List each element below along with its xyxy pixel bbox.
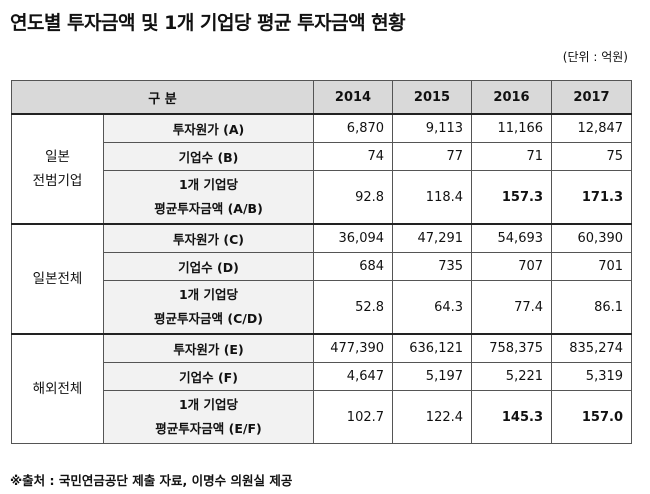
- table-row: 1개 기업당 평균투자금액 (A/B) 92.8 118.4 157.3 171…: [12, 170, 633, 225]
- table-cell: 118.4: [392, 170, 473, 225]
- table-cell: 636,121: [392, 333, 473, 363]
- table-cell: 157.0: [551, 390, 633, 444]
- table-cell: 71: [471, 142, 553, 171]
- group-label-line: 전범기업: [32, 173, 83, 189]
- group-label: 일본전체: [11, 223, 104, 335]
- table-header-row: 구 분 2014 2015 2016 2017: [10, 80, 633, 115]
- table-cell: 64.3: [392, 280, 473, 335]
- table-cell: 171.3: [551, 170, 633, 225]
- table-cell: 477,390: [313, 333, 394, 363]
- table-cell: 92.8: [313, 170, 394, 225]
- table-cell: 86.1: [551, 280, 633, 335]
- page-title: 연도별 투자금액 및 1개 기업당 평균 투자금액 현황: [10, 12, 406, 34]
- header-year: 2016: [471, 80, 553, 115]
- table-cell: 157.3: [471, 170, 553, 225]
- row-label-line: 1개 기업당: [178, 177, 239, 192]
- row-label-line: 평균투자금액 (C/D): [154, 311, 263, 326]
- table-cell: 54,693: [471, 223, 553, 253]
- table-cell: 758,375: [471, 333, 553, 363]
- table-cell: 9,113: [392, 113, 473, 143]
- row-label: 1개 기업당 평균투자금액 (E/F): [102, 390, 315, 444]
- table-cell: 60,390: [551, 223, 633, 253]
- table-cell: 12,847: [551, 113, 633, 143]
- unit-note: (단위 : 억원): [562, 50, 628, 64]
- header-category: 구 분: [10, 80, 315, 115]
- table-cell: 74: [313, 142, 394, 171]
- table-cell: 735: [392, 252, 473, 281]
- row-label: 기업수 (D): [102, 252, 315, 281]
- table-row: 기업수 (F) 4,647 5,197 5,221 5,319: [12, 362, 633, 391]
- row-label: 1개 기업당 평균투자금액 (C/D): [102, 280, 315, 335]
- table-row: 1개 기업당 평균투자금액 (E/F) 102.7 122.4 145.3 15…: [12, 390, 633, 444]
- table-cell: 5,221: [471, 362, 553, 391]
- row-label: 기업수 (B): [102, 142, 315, 171]
- group-label: 일본 전범기업: [11, 113, 104, 225]
- table-cell: 47,291: [392, 223, 473, 253]
- table-cell: 36,094: [313, 223, 394, 253]
- row-label: 기업수 (F): [102, 362, 315, 391]
- header-year: 2014: [313, 80, 394, 115]
- row-label: 투자원가 (C): [102, 223, 315, 253]
- table-row: 기업수 (D) 684 735 707 701: [12, 252, 633, 281]
- table-row: 일본 전범기업 투자원가 (A) 6,870 9,113 11,166 12,8…: [11, 113, 633, 225]
- investment-table: 구 분 2014 2015 2016 2017 일본 전범기업 투자원가 (A)…: [10, 80, 633, 444]
- row-label-line: 1개 기업당: [178, 287, 239, 302]
- table-cell: 77: [392, 142, 473, 171]
- table-cell: 11,166: [471, 113, 553, 143]
- table-cell: 835,274: [551, 333, 633, 363]
- table-cell: 684: [313, 252, 394, 281]
- row-label-line: 1개 기업당: [178, 397, 239, 412]
- table-cell: 122.4: [392, 390, 473, 444]
- table-cell: 4,647: [313, 362, 394, 391]
- row-label-line: 평균투자금액 (A/B): [154, 201, 263, 216]
- table-cell: 701: [551, 252, 633, 281]
- source-note: ※출처 : 국민연금공단 제출 자료, 이명수 의원실 제공: [10, 473, 293, 488]
- row-label: 1개 기업당 평균투자금액 (A/B): [102, 170, 315, 225]
- table-row: 일본전체 투자원가 (C) 36,094 47,291 54,693 60,39…: [11, 223, 633, 335]
- table-row: 기업수 (B) 74 77 71 75: [12, 142, 633, 171]
- table-cell: 5,319: [551, 362, 633, 391]
- header-year: 2017: [551, 80, 633, 115]
- table-cell: 145.3: [471, 390, 553, 444]
- row-label-line: 평균투자금액 (E/F): [155, 421, 262, 436]
- table-cell: 707: [471, 252, 553, 281]
- row-label: 투자원가 (E): [102, 333, 315, 363]
- table-row: 1개 기업당 평균투자금액 (C/D) 52.8 64.3 77.4 86.1: [12, 280, 633, 335]
- row-label: 투자원가 (A): [102, 113, 315, 143]
- group-label: 해외전체: [11, 333, 104, 444]
- table-cell: 75: [551, 142, 633, 171]
- table-cell: 77.4: [471, 280, 553, 335]
- table-cell: 5,197: [392, 362, 473, 391]
- table-cell: 102.7: [313, 390, 394, 444]
- group-label-line: 일본: [45, 149, 70, 165]
- table-cell: 6,870: [313, 113, 394, 143]
- table-row: 해외전체 투자원가 (E) 477,390 636,121 758,375 83…: [11, 333, 633, 444]
- header-year: 2015: [392, 80, 473, 115]
- table-cell: 52.8: [313, 280, 394, 335]
